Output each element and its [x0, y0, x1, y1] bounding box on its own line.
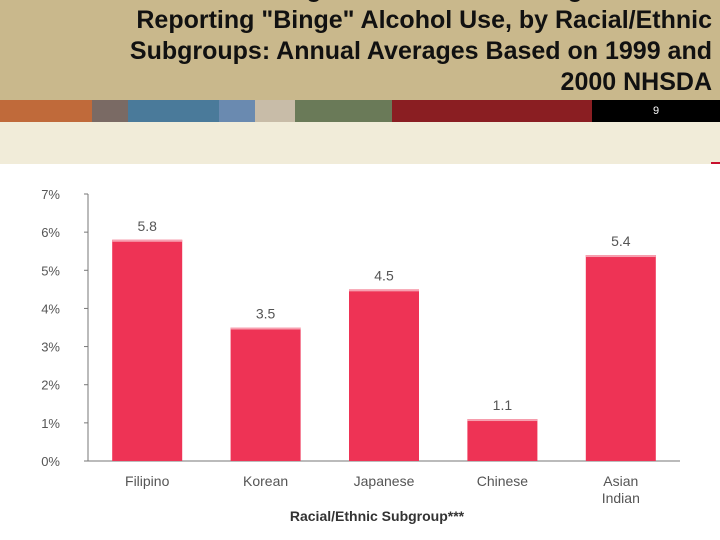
slide-header: Percentages of Asian Youths Aged 12 to 1… — [0, 0, 720, 100]
bar-value-label: 3.5 — [256, 306, 276, 322]
value-labels-group: 5.8 3.5 4.5 1.1 5.4 — [137, 218, 630, 413]
color-strip — [0, 100, 720, 122]
color-strip-segment — [392, 100, 592, 122]
bar-value-label: 1.1 — [493, 397, 513, 413]
y-tick-label: 0% — [41, 454, 60, 469]
y-tick-label: 6% — [41, 225, 60, 240]
light-band — [0, 122, 720, 164]
color-strip-segment — [92, 100, 128, 122]
slide-title-line: Reporting "Binge" Alcohol Use, by Racial… — [136, 6, 712, 34]
color-strip-segment — [0, 100, 92, 122]
bar-value-label: 4.5 — [374, 267, 394, 283]
y-tick-label: 5% — [41, 263, 60, 278]
bar-highlight — [349, 289, 419, 292]
color-strip-segment — [255, 100, 295, 122]
x-category-label: Asian — [603, 473, 638, 489]
red-accent-mark — [711, 162, 720, 164]
y-tick-label: 7% — [41, 187, 60, 202]
slide-title-line: 2000 NHSDA — [560, 68, 712, 96]
bar-value-label: 5.8 — [137, 218, 157, 234]
slide-number: 9 — [592, 100, 720, 122]
bar — [585, 255, 656, 461]
color-strip-segment — [295, 100, 392, 122]
slide-title-line: Subgroups: Annual Averages Based on 1999… — [129, 37, 712, 65]
bar-chart: 0% 1% 2% 3% 4% 5% 6% 7% 5.8 3.5 4.5 1.1 5.4 Filipin… — [41, 187, 680, 524]
bar-highlight — [230, 327, 301, 330]
y-tick-label: 4% — [41, 301, 60, 316]
slide-title: Percentages of Asian Youths Aged 12 to 1… — [4, 0, 712, 98]
y-tick-label: 3% — [41, 340, 60, 355]
x-category-label: Filipino — [125, 473, 170, 489]
x-category-label: Japanese — [354, 473, 415, 489]
bar — [349, 289, 419, 461]
y-tick-label: 1% — [41, 416, 60, 431]
y-tick-label: 2% — [41, 378, 60, 393]
bar — [112, 239, 183, 461]
bars-group — [112, 239, 656, 461]
x-category-label: Indian — [602, 490, 640, 506]
bar-highlight — [467, 419, 538, 422]
bar-value-label: 5.4 — [611, 233, 631, 249]
bar-highlight — [585, 255, 656, 258]
bar-highlight — [112, 239, 183, 242]
color-strip-segment — [219, 100, 255, 122]
bar — [467, 419, 538, 461]
color-strip-segment — [128, 100, 219, 122]
x-category-label: Chinese — [477, 473, 529, 489]
x-axis-title: Racial/Ethnic Subgroup*** — [290, 508, 465, 524]
x-category-label: Korean — [243, 473, 288, 489]
bar — [230, 327, 301, 461]
slide-title-line: Percentages of Asian Youths Aged 12 to 1… — [4, 0, 712, 5]
